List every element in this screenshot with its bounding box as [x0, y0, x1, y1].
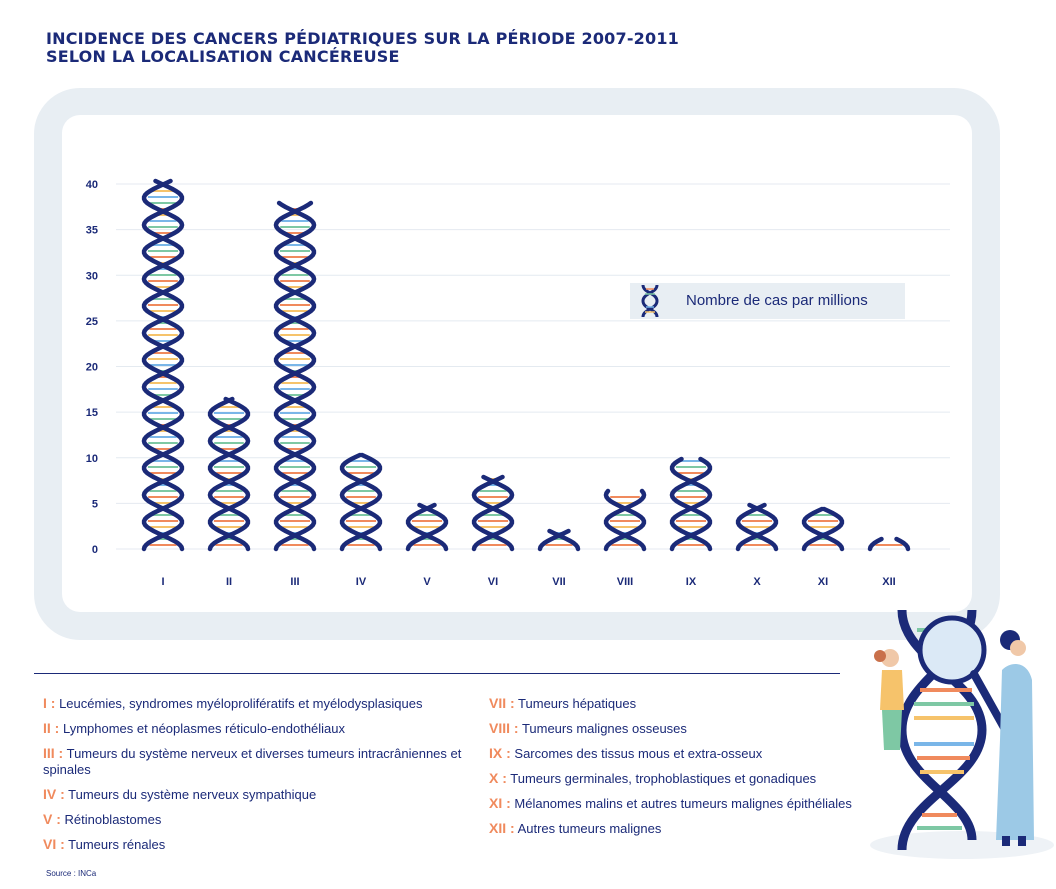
x-tick-label: I: [161, 576, 164, 588]
category-key-left: I : Leucémies, syndromes myéloproliférat…: [43, 695, 483, 861]
x-tick-label: IV: [356, 576, 367, 588]
key-number: V :: [43, 811, 61, 827]
section-divider: [34, 673, 840, 674]
dna-bar: [339, 452, 383, 552]
page-title: INCIDENCE DES CANCERS PÉDIATRIQUES SUR L…: [46, 30, 679, 66]
dna-bar: [735, 502, 779, 552]
x-tick-label: VIII: [617, 576, 634, 588]
key-description: Mélanomes malins et autres tumeurs malig…: [510, 796, 852, 811]
key-item: I : Leucémies, syndromes myéloproliférat…: [43, 695, 483, 712]
key-description: Leucémies, syndromes myéloprolifératifs …: [55, 696, 423, 711]
legend-label: Nombre de cas par millions: [686, 292, 868, 309]
x-tick-label: V: [423, 576, 431, 588]
key-number: VI :: [43, 836, 65, 852]
title-line-2: SELON LA LOCALISATION CANCÉREUSE: [46, 47, 400, 66]
key-description: Autres tumeurs malignes: [514, 821, 662, 836]
y-tick-label: 10: [86, 453, 98, 465]
y-tick-label: 30: [86, 270, 98, 282]
dna-bar: [867, 536, 911, 552]
dna-bar: [603, 488, 647, 552]
key-item: VIII : Tumeurs malignes osseuses: [489, 720, 889, 737]
dna-bar: [801, 506, 845, 552]
key-item: X : Tumeurs germinales, trophoblastiques…: [489, 770, 889, 787]
x-tick-label: VI: [488, 576, 498, 588]
y-tick-label: 15: [86, 407, 98, 419]
key-description: Tumeurs du système nerveux et diverses t…: [43, 746, 462, 777]
key-item: IV : Tumeurs du système nerveux sympathi…: [43, 786, 483, 803]
y-tick-label: 20: [86, 362, 98, 374]
key-item: IX : Sarcomes des tissus mous et extra-o…: [489, 745, 889, 762]
key-description: Tumeurs du système nerveux sympathique: [64, 787, 317, 802]
key-number: II :: [43, 720, 60, 736]
key-number: IV :: [43, 786, 65, 802]
key-description: Sarcomes des tissus mous et extra-osseux: [510, 746, 763, 761]
dna-legend-icon: [641, 284, 659, 318]
key-item: VI : Tumeurs rénales: [43, 836, 483, 853]
dna-bar: [141, 178, 185, 552]
x-tick-label: III: [290, 576, 299, 588]
key-description: Rétinoblastomes: [60, 812, 162, 827]
key-number: X :: [489, 770, 507, 786]
key-description: Tumeurs malignes osseuses: [518, 721, 687, 736]
x-tick-label: VII: [552, 576, 565, 588]
y-tick-label: 0: [92, 544, 98, 556]
dna-bar: [207, 396, 251, 552]
key-item: II : Lymphomes et néoplasmes réticulo-en…: [43, 720, 483, 737]
key-description: Tumeurs rénales: [64, 837, 166, 852]
y-tick-label: 5: [92, 498, 98, 510]
key-number: VII :: [489, 695, 515, 711]
key-item: XI : Mélanomes malins et autres tumeurs …: [489, 795, 889, 812]
y-tick-label: 25: [86, 316, 98, 328]
chart-legend: Nombre de cas par millions: [630, 283, 905, 319]
title-line-1: INCIDENCE DES CANCERS PÉDIATRIQUES SUR L…: [46, 29, 679, 48]
key-number: I :: [43, 695, 56, 711]
key-description: Tumeurs hépatiques: [514, 696, 637, 711]
x-tick-label: XI: [818, 576, 828, 588]
key-number: VIII :: [489, 720, 519, 736]
key-description: Lymphomes et néoplasmes réticulo-endothé…: [59, 721, 346, 736]
x-tick-label: XII: [882, 576, 895, 588]
dna-bar: [669, 456, 713, 552]
x-tick-label: IX: [686, 576, 697, 588]
key-number: IX :: [489, 745, 511, 761]
key-item: XII : Autres tumeurs malignes: [489, 820, 889, 837]
key-description: Tumeurs germinales, trophoblastiques et …: [506, 771, 817, 786]
x-tick-label: II: [226, 576, 232, 588]
key-number: III :: [43, 745, 64, 761]
key-number: XI :: [489, 795, 511, 811]
key-item: III : Tumeurs du système nerveux et dive…: [43, 745, 483, 778]
category-key-right: VII : Tumeurs hépatiques VIII : Tumeurs m…: [489, 695, 889, 845]
key-item: V : Rétinoblastomes: [43, 811, 483, 828]
key-number: XII :: [489, 820, 515, 836]
dna-bar: [537, 528, 581, 552]
dna-bar: [273, 200, 317, 552]
source-note: Source : INCa: [46, 869, 97, 878]
y-tick-label: 40: [86, 179, 98, 191]
dna-bar: [405, 502, 449, 552]
y-tick-label: 35: [86, 225, 98, 237]
x-tick-label: X: [753, 576, 761, 588]
dna-bar: [471, 474, 515, 552]
key-item: VII : Tumeurs hépatiques: [489, 695, 889, 712]
scientists-illustration: [870, 609, 1054, 859]
